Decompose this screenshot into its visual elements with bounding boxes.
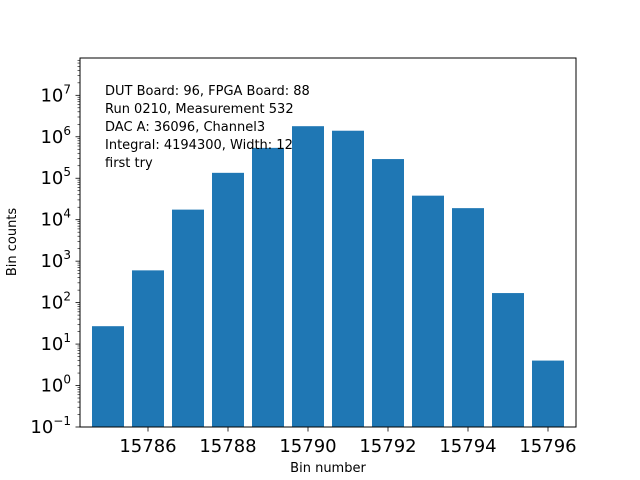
x-tick-label: 15788 [199,436,256,457]
x-axis-label: Bin number [290,461,366,476]
x-tick-label: 15790 [279,436,336,457]
bar-bin-15790 [292,126,324,427]
y-tick-label: 101 [40,331,71,355]
y-tick-label: 107 [40,82,71,106]
bar-bin-15788 [212,172,244,427]
annotation-block: DUT Board: 96, FPGA Board: 88 Run 0210, M… [105,84,310,171]
x-tick-label: 15786 [119,436,176,457]
annotation-line: Integral: 4194300, Width: 12 [105,138,293,153]
y-ticks-group: 10−1 100 101 102 103 104 105 106 107 [30,59,80,438]
y-tick-label: 105 [40,165,71,189]
y-tick-label: 100 [40,373,71,397]
bar-bin-15794 [452,208,484,427]
x-tick-label: 15796 [519,436,576,457]
y-tick-label: 103 [40,248,71,272]
annotation-line: Run 0210, Measurement 532 [105,102,294,117]
x-tick-label: 15794 [439,436,496,457]
bars-group [92,126,564,427]
bar-bin-15793 [412,195,444,427]
bar-bin-15787 [172,209,204,427]
y-axis-label: Bin counts [5,208,20,277]
annotation-line: first try [105,156,153,171]
y-tick-label: 106 [40,124,71,148]
plot-frame [79,57,577,428]
bar-bin-15785 [92,326,124,427]
y-tick-label: 104 [40,207,71,231]
annotation-line: DUT Board: 96, FPGA Board: 88 [105,84,310,99]
y-tick-label: 102 [40,290,71,314]
bar-bin-15796 [532,360,564,427]
bar-bin-15789 [252,147,284,427]
x-ticks-group: 15786 15788 15790 15792 15794 15796 [119,427,577,457]
bar-bin-15792 [372,159,404,427]
bar-bin-15791 [332,130,364,427]
bar-bin-15795 [492,293,524,427]
y-tick-label: 10−1 [30,414,71,438]
annotation-line: DAC A: 36096, Channel3 [105,120,265,135]
bar-bin-15786 [132,270,164,427]
x-tick-label: 15792 [359,436,416,457]
